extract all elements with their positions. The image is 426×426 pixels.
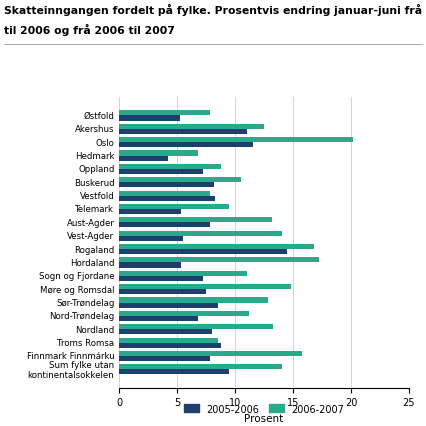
Bar (119, 111, 210, 116)
Bar (119, 258, 319, 263)
Bar (119, 316, 198, 321)
Bar (119, 364, 282, 369)
Bar (119, 183, 214, 188)
Bar (119, 204, 229, 210)
Bar (119, 164, 221, 170)
Bar (119, 116, 179, 121)
Bar (119, 338, 218, 343)
Bar (119, 276, 203, 281)
Bar (119, 343, 221, 348)
Bar (119, 324, 273, 329)
Text: til 2006 og frå 2006 til 2007: til 2006 og frå 2006 til 2007 (4, 23, 175, 35)
Bar (119, 263, 181, 268)
Bar (119, 196, 216, 201)
Bar (119, 151, 198, 156)
Bar (119, 311, 249, 316)
Bar (119, 223, 210, 228)
Bar (119, 356, 210, 361)
Bar (119, 250, 287, 255)
Bar (119, 191, 210, 196)
Bar (119, 138, 353, 143)
Bar (119, 369, 229, 374)
Bar (119, 178, 241, 183)
Bar (119, 124, 264, 130)
Bar (119, 156, 168, 161)
Bar (119, 351, 302, 356)
Bar (119, 210, 181, 215)
Bar (119, 236, 183, 241)
Text: Skatteinngangen fordelt på fylke. Prosentvis endring januar-juni frå 2005: Skatteinngangen fordelt på fylke. Prosen… (4, 4, 426, 16)
Bar (119, 143, 253, 148)
Bar (119, 303, 218, 308)
Bar (119, 329, 212, 334)
Bar (119, 170, 203, 175)
X-axis label: Prosent: Prosent (245, 413, 284, 423)
Bar (119, 245, 314, 250)
Bar (119, 218, 272, 223)
Bar (119, 130, 247, 135)
Bar (119, 271, 247, 276)
Bar (119, 285, 291, 289)
Bar (119, 231, 282, 236)
Legend: 2005-2006, 2006-2007: 2005-2006, 2006-2007 (180, 400, 348, 417)
Bar (119, 289, 206, 294)
Bar (119, 298, 268, 303)
